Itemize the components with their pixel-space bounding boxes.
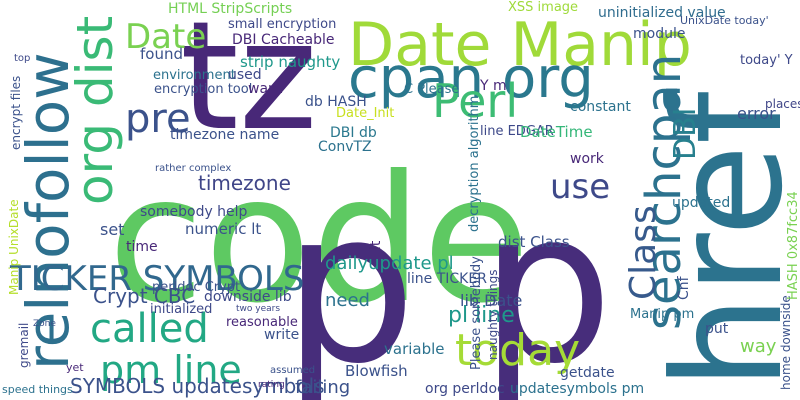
word: DBI db: [330, 125, 377, 141]
word: encrypt files: [9, 76, 23, 150]
word: HASH 0x87fcc34: [786, 191, 800, 300]
word: XSS image: [508, 0, 578, 15]
word: places: [765, 97, 800, 111]
word: somebody help: [140, 204, 248, 220]
word: error: [737, 104, 776, 123]
word: DateTime: [520, 123, 593, 141]
word: lib Date: [460, 291, 522, 310]
word: timezone: [198, 171, 291, 195]
word: encryption tool: [154, 82, 252, 97]
word: getdate: [560, 365, 615, 381]
word: put: [705, 321, 729, 337]
word: DBI Cacheable: [232, 32, 334, 48]
word: SYMBOLS updatesymbols: [70, 374, 325, 398]
word: HTML StripScripts: [168, 1, 292, 17]
word: Manip UnixDate: [7, 199, 21, 295]
word: Class: [623, 205, 664, 300]
word: org dist: [66, 16, 124, 205]
word: write: [264, 327, 299, 343]
word: p: [480, 165, 613, 400]
word: two years: [236, 304, 280, 314]
word: downside lib: [204, 289, 292, 305]
word: href: [642, 88, 800, 390]
word: found: [140, 45, 183, 63]
word: numeric lt: [185, 220, 261, 238]
word: top: [14, 53, 30, 64]
word: failing: [295, 377, 350, 398]
word: tz: [180, 0, 318, 164]
word: cpan org: [348, 46, 594, 111]
word: want: [248, 81, 283, 97]
word: module: [633, 26, 685, 42]
word: dailyupdate pl: [325, 253, 454, 274]
word: pl line: [448, 303, 515, 328]
word: rather complex: [155, 163, 231, 174]
word: uninitialized value: [598, 5, 726, 21]
word: time: [126, 239, 158, 255]
word: updated: [672, 195, 730, 211]
word: Manip pm: [630, 307, 694, 322]
word: use: [550, 167, 610, 207]
word: Cnf: [676, 275, 692, 300]
word: pre: [125, 96, 191, 142]
word: DBI: [668, 107, 703, 160]
word: assumed: [270, 365, 315, 376]
word: Zone: [33, 319, 56, 329]
word: org perldoc: [425, 381, 505, 397]
word: Date: [125, 17, 206, 57]
word: decryption algorithm: [467, 96, 482, 232]
word: TICKER SYMBOLS: [9, 259, 304, 299]
word: small encryption: [228, 17, 336, 32]
word: C Please: [404, 82, 459, 97]
word: called: [90, 306, 209, 352]
word: set: [100, 220, 124, 239]
word: reasonable: [226, 315, 298, 330]
word: work: [570, 151, 605, 167]
word: way: [740, 336, 777, 357]
word: UnixDate today': [680, 14, 769, 27]
word: updatesymbols pm: [510, 381, 644, 397]
word: rating: [258, 380, 285, 390]
word: pm line: [100, 348, 242, 392]
word: Crypt CBC: [93, 284, 195, 308]
word: yet: [66, 361, 84, 374]
word: db HASH: [305, 94, 367, 110]
word: ConvTZ: [318, 139, 372, 155]
word: speed things: [2, 383, 73, 396]
word: used: [228, 67, 262, 83]
word: strip naughty: [240, 53, 340, 71]
word: home downside: [779, 295, 793, 390]
word: Date Manip: [348, 10, 692, 80]
word: Y m: [479, 78, 507, 94]
word: code: [108, 139, 530, 342]
word: relnofollow: [14, 52, 82, 370]
word: variable: [384, 340, 445, 358]
word: Date_Init: [336, 106, 394, 121]
word: perldoc Crypt: [152, 280, 240, 295]
word: searchcpan: [636, 54, 692, 330]
word: today' Y: [740, 53, 793, 68]
word: Blowfish: [345, 362, 408, 380]
word: environment: [153, 68, 236, 83]
word: Perl: [432, 74, 518, 128]
word: timezone name: [170, 127, 279, 143]
word: dist Class: [498, 233, 570, 251]
word: gremail: [17, 323, 31, 368]
word: initialized: [150, 302, 212, 317]
word: naughty things: [486, 269, 500, 360]
word: need: [325, 290, 370, 311]
word: line TICKER: [407, 271, 487, 287]
word: lt: [368, 240, 384, 250]
word: Please somebody: [469, 256, 484, 370]
word: p: [283, 165, 416, 400]
word: line EDGAR: [480, 124, 554, 139]
word: today: [455, 325, 580, 376]
word: constant: [570, 99, 631, 115]
